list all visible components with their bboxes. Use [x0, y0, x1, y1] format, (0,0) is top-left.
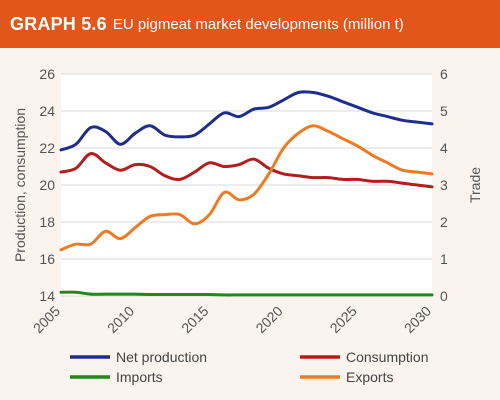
graph-title: EU pigmeat market developments (million …: [112, 15, 404, 33]
y-tick-label: 18: [39, 214, 55, 230]
y2-tick-label: 3: [440, 177, 448, 193]
graph-label: GRAPH 5.6: [10, 13, 107, 34]
x-tick-label: 2020: [252, 303, 285, 336]
series-line-imports: [59, 290, 434, 297]
y2-tick-label: 5: [440, 103, 448, 119]
y-tick-label: 22: [39, 140, 55, 156]
y2-tick-label: 6: [440, 66, 448, 82]
x-tick-label: 2005: [30, 303, 63, 336]
legend-label-imports: Imports: [116, 369, 163, 385]
legend-label-net-production: Net production: [116, 349, 207, 365]
y-tick-label: 20: [39, 177, 55, 193]
x-tick-label: 2010: [104, 303, 137, 336]
legend: Net production Consumption Imports Exports: [70, 349, 429, 385]
x-tick-label: 2025: [327, 303, 360, 336]
gridlines: [61, 73, 432, 297]
series-line-consumption: [59, 152, 434, 189]
chart-header-banner: GRAPH 5.6 EU pigmeat market developments…: [0, 0, 500, 48]
series-lines: [59, 90, 434, 297]
series-line-exports: [59, 124, 434, 252]
y2-axis-title: Trade: [467, 167, 483, 203]
legend-label-exports: Exports: [346, 369, 393, 385]
y-tick-label: 24: [39, 103, 55, 119]
y2-tick-label: 0: [440, 288, 448, 304]
y2-tick-label: 4: [440, 140, 448, 156]
y-tick-label: 26: [39, 66, 55, 82]
x-tick-label: 2030: [401, 303, 434, 336]
y-axis-title: Production, consumption: [12, 108, 28, 262]
y-tick-label: 16: [39, 251, 55, 267]
axes: 14 16 18 20 22 24 26 0 1 2 3 4 5 6 2005 2010 2015 2020 202…: [12, 66, 483, 336]
series-line-net-production: [59, 90, 434, 152]
y-tick-label: 14: [39, 288, 55, 304]
legend-label-consumption: Consumption: [346, 349, 429, 365]
y2-tick-label: 2: [440, 214, 448, 230]
y2-tick-label: 1: [440, 251, 448, 267]
x-tick-label: 2015: [178, 303, 211, 336]
